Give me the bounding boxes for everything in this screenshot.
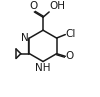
Text: N: N bbox=[21, 33, 28, 43]
Text: Cl: Cl bbox=[66, 29, 76, 39]
Text: O: O bbox=[66, 51, 74, 61]
Text: NH: NH bbox=[35, 63, 50, 73]
Text: OH: OH bbox=[50, 1, 66, 11]
Text: O: O bbox=[30, 1, 38, 11]
